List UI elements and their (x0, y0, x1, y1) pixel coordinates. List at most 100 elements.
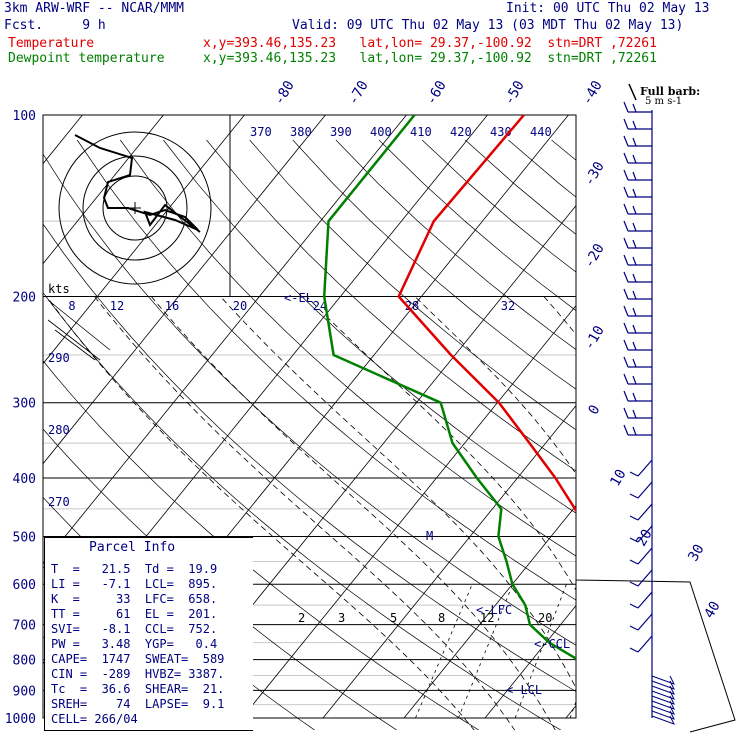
wind-barb (623, 135, 652, 147)
mixing-ratio-line (569, 700, 576, 719)
dry-adiabat-line (249, 139, 576, 431)
dry-adiabat-line (638, 140, 740, 731)
hodograph-guide (47, 299, 111, 351)
isotherm-label: 0 (585, 402, 603, 417)
mixing-ratio-line (415, 584, 473, 719)
mixing-ratio-label: 12 (480, 611, 494, 625)
parcel-row: Tc = 36.6 SHEAR= 21. (51, 682, 225, 696)
mixing-ratio-label: 5 (390, 611, 397, 625)
isotherm-line (728, 115, 740, 718)
isotherm-label: -60 (423, 78, 450, 108)
wind-barb (651, 695, 676, 705)
parcel-info-panel: Parcel Info T = 21.5 Td = 19.9 LI = -7.1… (44, 537, 253, 731)
model-title: 3km ARW-WRF -- NCAR/MMM (4, 1, 185, 16)
wind-barb (623, 407, 652, 419)
isotherm-line (322, 405, 576, 719)
dry-adiabat-line (206, 139, 576, 472)
plot-frame (42, 114, 577, 719)
pressure-label: 900 (13, 684, 36, 699)
pressure-label: 300 (13, 397, 36, 412)
temperature-legend-label: Temperature (8, 36, 95, 51)
parcel-row: CAPE= 1747 SWEAT= 589 (51, 652, 225, 666)
dewpoint-legend-label: Dewpoint temperature (8, 51, 165, 66)
theta-e-label: 440 (530, 125, 552, 139)
theta-e-label: 420 (450, 125, 472, 139)
isotherm-line (565, 705, 576, 719)
hodograph-ring (102, 175, 168, 241)
pressure-label: 600 (13, 578, 36, 593)
theta-label: 280 (48, 423, 70, 437)
isotherm-label: -40 (579, 78, 606, 108)
wind-barb (623, 254, 652, 266)
wind-barb (623, 424, 652, 436)
forecast-hour: Fcst. 9 h (4, 18, 106, 33)
theta-e-label: 410 (410, 125, 432, 139)
isotherm-label: 40 (701, 599, 723, 622)
wind-barb (651, 675, 676, 685)
parcel-row: TT = 61 EL = 201. (51, 607, 218, 621)
mixing-ratio-label: 20 (538, 611, 552, 625)
isotherm-label: 20 (633, 527, 655, 550)
isotherm-line (241, 305, 576, 719)
pressure-label: 700 (13, 619, 36, 634)
isotherm-label: -80 (271, 78, 298, 108)
wind-barb (629, 613, 653, 631)
m-marker: M (426, 529, 433, 543)
wind-barb (623, 169, 652, 181)
parcel-row: SREH= 74 LAPSE= 9.1 (51, 697, 225, 711)
wind-barb (623, 152, 652, 164)
moist-adiabat-line (414, 296, 576, 475)
parcel-row: CELL= 266/04 (51, 712, 138, 726)
moist-adiabat-line (94, 296, 516, 730)
mixing-ratio-label: 2 (298, 611, 305, 625)
mixing-ratio-line (514, 584, 567, 719)
pressure-label: 400 (13, 472, 36, 487)
mixing-ratio-label: 8 (438, 611, 445, 625)
wind-barb (623, 322, 652, 334)
parcel-info-title: Parcel Info (89, 540, 176, 555)
wind-barb (623, 271, 652, 283)
pressure-label: 800 (13, 654, 36, 669)
theta-label: 270 (48, 495, 70, 509)
dry-adiabat-line (681, 140, 740, 731)
dewpoint-line (322, 115, 576, 661)
barb-key-arrow (628, 83, 637, 101)
barb-key-title: Full barb: (640, 85, 700, 98)
axis-border (575, 537, 736, 733)
dry-adiabat-line (724, 140, 740, 731)
isotherm-label: -70 (345, 78, 372, 108)
parcel-row: LI = -7.1 LCL= 895. (51, 577, 218, 591)
parcel-row: T = 21.5 Td = 19.9 (51, 562, 218, 576)
wind-barb (629, 525, 653, 543)
hodograph-speed-label: 16 (165, 299, 179, 313)
dry-adiabat-line (120, 139, 576, 557)
isotherm-label: -30 (581, 159, 608, 189)
hodograph-guide (54, 329, 96, 361)
theta-label: 290 (48, 351, 70, 365)
isotherm-line (43, 115, 245, 365)
wind-barb (629, 481, 653, 499)
isotherm-line (43, 115, 164, 265)
isotherm-label: 10 (607, 467, 629, 490)
moist-adiabat-line (150, 296, 556, 730)
el-marker: <-EL (284, 291, 313, 305)
wind-barb (623, 186, 652, 198)
pressure-label: 200 (13, 291, 36, 306)
wind-barb (629, 503, 653, 521)
parcel-row: K = 33 LFC= 658. (51, 592, 218, 606)
hodograph-ring (82, 155, 188, 261)
wind-barb (623, 373, 652, 385)
parcel-row: CIN = -289 HVBZ= 3387. (51, 667, 225, 681)
dry-adiabat-line (43, 291, 562, 730)
hodograph-speed-label: 32 (501, 299, 515, 313)
wind-barb (629, 635, 653, 653)
isotherm-line (403, 505, 576, 719)
moist-adiabat-line (306, 296, 576, 592)
isotherm-line (647, 115, 740, 718)
hodograph-guide (47, 319, 101, 361)
pressure-label: 100 (13, 109, 36, 124)
dry-adiabat-line (163, 139, 576, 514)
wind-barb (623, 203, 652, 215)
wind-barb (651, 690, 676, 700)
isotherm-label: -50 (501, 78, 528, 108)
